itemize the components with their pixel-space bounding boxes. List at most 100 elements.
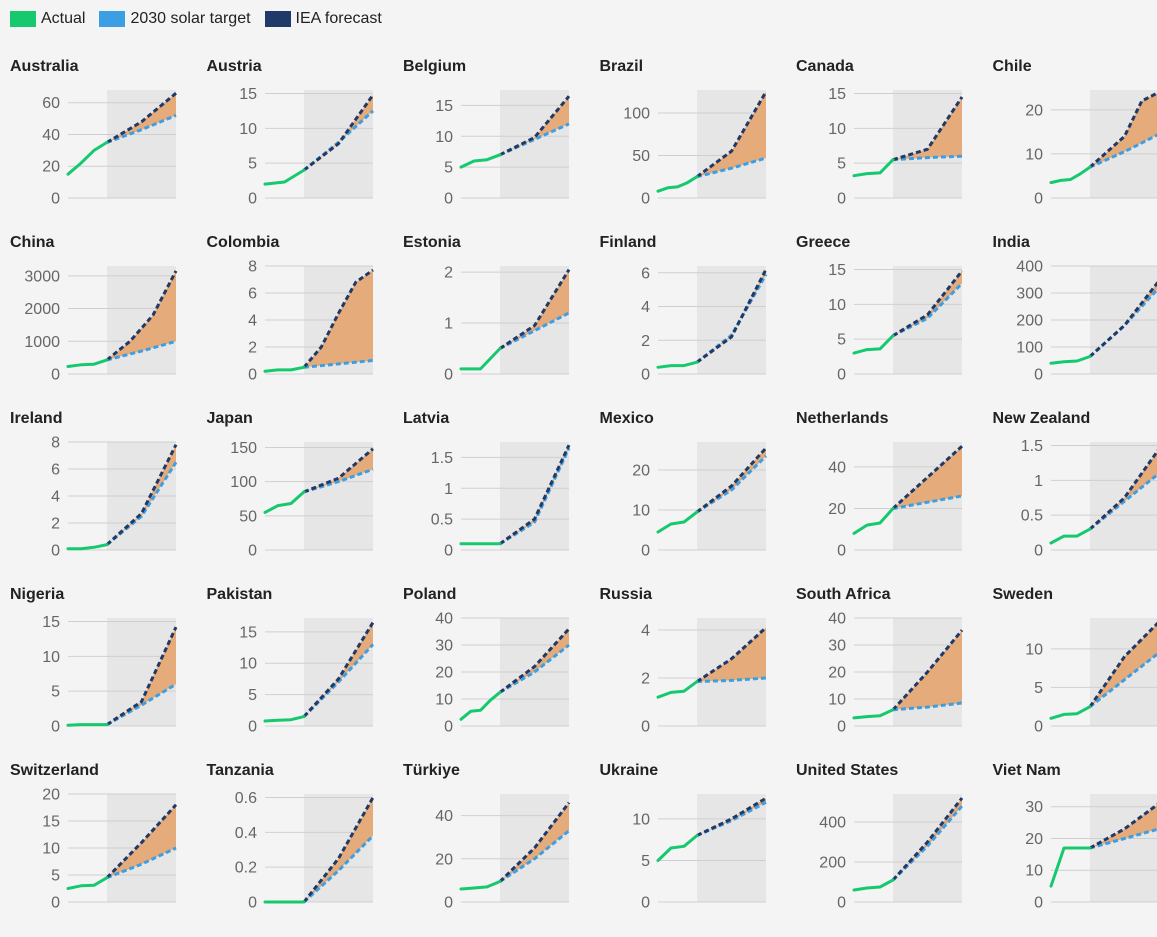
actual-series-line [658, 362, 697, 367]
y-tick-label: 100 [230, 474, 257, 491]
y-tick-label: 10 [435, 692, 453, 709]
y-tick-label: 0 [1034, 191, 1043, 208]
y-tick-label: 20 [435, 665, 453, 682]
actual-series-line [854, 509, 893, 534]
y-tick-label: 10 [632, 503, 650, 520]
line-chart-russia: 024 [590, 586, 786, 761]
y-tick-label: 0 [248, 367, 257, 384]
y-tick-label: 20 [828, 665, 846, 682]
y-tick-label: 4 [641, 299, 650, 316]
y-tick-label: 30 [1025, 799, 1043, 816]
y-tick-label: 0 [444, 895, 453, 912]
forecast-period-background [697, 794, 766, 902]
y-tick-label: 15 [239, 624, 257, 641]
y-tick-label: 2 [51, 516, 60, 533]
line-chart-new-zealand: 00.511.5 [983, 410, 1157, 585]
y-tick-label: 0 [1034, 719, 1043, 736]
forecast-period-background [500, 90, 569, 198]
y-tick-label: 0 [444, 191, 453, 208]
actual-series-line [265, 492, 304, 513]
actual-series-line [461, 882, 500, 890]
y-tick-label: 0 [1034, 367, 1043, 384]
y-tick-label: 20 [828, 501, 846, 518]
y-tick-label: 40 [42, 127, 60, 144]
y-tick-label: 60 [42, 95, 60, 112]
actual-series-line [1051, 357, 1090, 364]
y-tick-label: 10 [42, 841, 60, 858]
line-chart-austria: 0 5 10 15 [197, 58, 393, 233]
y-tick-label: 200 [1016, 313, 1043, 330]
y-tick-label: 0 [641, 895, 650, 912]
y-tick-label: 0 [837, 191, 846, 208]
y-tick-label: 0 [248, 719, 257, 736]
y-tick-label: 0 [248, 895, 257, 912]
y-tick-label: 0 [248, 191, 257, 208]
y-tick-label: 2 [444, 265, 453, 282]
y-tick-label: 5 [248, 687, 257, 704]
actual-series-line [1051, 848, 1090, 886]
y-tick-label: 15 [435, 98, 453, 115]
y-tick-label: 0 [51, 543, 60, 560]
y-tick-label: 15 [828, 262, 846, 279]
y-tick-label: 5 [51, 684, 60, 701]
y-tick-label: 10 [828, 692, 846, 709]
y-tick-label: 5 [837, 156, 846, 173]
y-tick-label: 1.5 [1020, 438, 1042, 455]
y-tick-label: 1 [444, 481, 453, 498]
actual-series-line [658, 836, 697, 861]
y-tick-label: 0 [641, 367, 650, 384]
y-tick-label: 1000 [24, 334, 60, 351]
y-tick-label: 10 [632, 811, 650, 828]
y-tick-label: 40 [435, 611, 453, 628]
y-tick-label: 20 [42, 787, 60, 804]
y-tick-label: 40 [435, 808, 453, 825]
y-tick-label: 10 [435, 129, 453, 146]
line-chart-latvia: 00.511.5 [393, 410, 589, 585]
y-tick-label: 0 [641, 191, 650, 208]
y-tick-label: 0 [51, 895, 60, 912]
y-tick-label: 100 [1016, 340, 1043, 357]
actual-series-line [265, 717, 304, 721]
y-tick-label: 50 [632, 148, 650, 165]
y-tick-label: 200 [819, 855, 846, 872]
y-tick-label: 5 [248, 156, 257, 173]
actual-series-line [461, 155, 500, 167]
y-tick-label: 15 [828, 86, 846, 103]
y-tick-label: 40 [828, 459, 846, 476]
y-tick-label: 0 [444, 719, 453, 736]
y-tick-label: 0.4 [234, 825, 256, 842]
actual-series-line [265, 170, 304, 184]
y-tick-label: 0.2 [234, 860, 256, 877]
y-tick-label: 15 [42, 614, 60, 631]
y-tick-label: 100 [623, 105, 650, 122]
y-tick-label: 10 [239, 121, 257, 138]
y-tick-label: 15 [239, 86, 257, 103]
actual-series-line [658, 512, 697, 532]
